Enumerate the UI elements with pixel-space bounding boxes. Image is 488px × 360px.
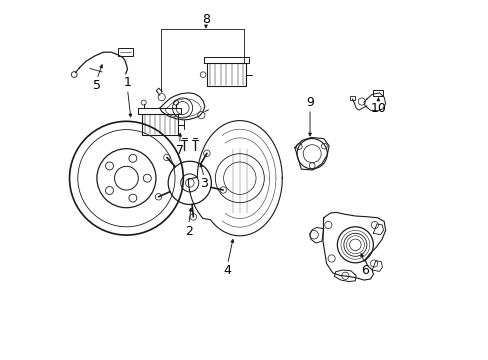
Text: 4: 4 — [223, 264, 231, 277]
Bar — [118, 48, 133, 56]
Text: 2: 2 — [184, 225, 192, 238]
Text: 6: 6 — [361, 264, 368, 277]
Text: 1: 1 — [123, 76, 131, 89]
Text: 8: 8 — [202, 13, 209, 26]
Text: 10: 10 — [370, 102, 386, 114]
Text: 9: 9 — [305, 96, 313, 109]
Bar — [373, 90, 383, 96]
Text: 7: 7 — [175, 144, 183, 157]
Bar — [349, 96, 355, 100]
Text: 3: 3 — [200, 177, 208, 190]
Text: 5: 5 — [93, 79, 101, 92]
